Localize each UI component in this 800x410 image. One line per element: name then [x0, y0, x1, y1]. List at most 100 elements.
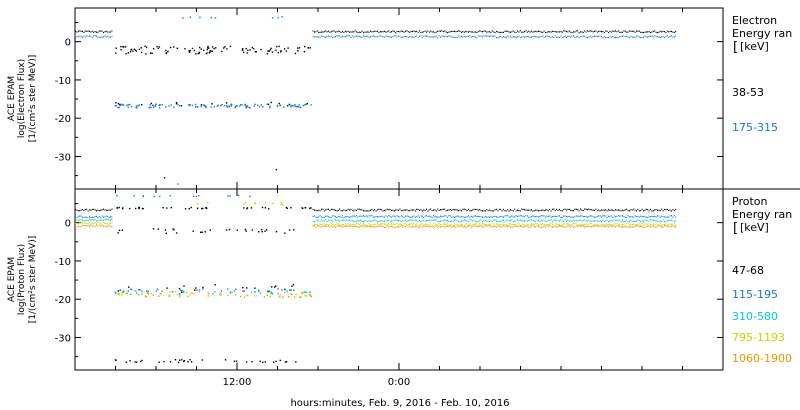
data-point	[111, 226, 113, 228]
data-point	[361, 36, 363, 38]
data-point	[602, 215, 604, 217]
data-point	[130, 49, 132, 51]
data-point	[575, 36, 577, 38]
data-point	[547, 36, 549, 38]
data-point	[100, 223, 102, 225]
data-point	[465, 209, 467, 211]
legend-entry: 47-68	[732, 264, 764, 277]
data-point	[179, 294, 181, 296]
data-point	[76, 209, 78, 211]
data-point	[553, 208, 555, 210]
data-point	[575, 220, 577, 222]
data-point	[114, 359, 117, 361]
data-point	[316, 210, 318, 212]
data-point	[297, 50, 299, 52]
data-point	[116, 206, 119, 209]
data-point	[472, 220, 474, 222]
data-point	[490, 210, 492, 212]
data-point	[271, 17, 274, 19]
data-point	[594, 209, 595, 211]
data-point	[121, 292, 123, 294]
data-point	[484, 210, 486, 212]
data-point	[496, 216, 497, 218]
data-point	[650, 219, 651, 221]
data-point	[643, 210, 644, 212]
data-point	[389, 226, 391, 228]
y-tick-label: -10	[55, 76, 71, 87]
y-tick-label: -30	[55, 152, 71, 163]
data-point	[414, 210, 416, 212]
data-point	[270, 292, 272, 295]
data-point	[578, 225, 580, 227]
data-point	[578, 219, 580, 222]
data-point	[374, 209, 376, 211]
data-point	[392, 35, 394, 37]
data-point	[83, 222, 85, 224]
data-point	[643, 36, 644, 38]
data-point	[489, 36, 490, 38]
data-point	[293, 296, 296, 298]
data-point	[617, 209, 619, 211]
data-point	[254, 103, 256, 105]
data-point	[392, 209, 394, 211]
data-point	[633, 216, 635, 219]
data-point	[343, 36, 345, 38]
data-point	[94, 226, 96, 228]
data-point	[664, 224, 665, 226]
data-point	[521, 224, 523, 226]
data-point	[512, 223, 514, 225]
data-point	[626, 35, 628, 37]
data-point	[163, 360, 165, 363]
data-point	[529, 224, 531, 226]
data-point	[388, 30, 390, 32]
data-point	[312, 216, 314, 218]
data-point	[601, 30, 602, 33]
data-point	[557, 31, 559, 33]
data-point	[398, 35, 399, 37]
data-point	[356, 209, 357, 212]
proton-data-points	[75, 194, 677, 364]
data-point	[189, 359, 191, 361]
data-point	[273, 361, 275, 363]
data-point	[452, 208, 454, 211]
data-point	[326, 31, 328, 33]
data-point	[603, 225, 605, 228]
data-point	[529, 226, 531, 228]
data-point	[378, 35, 380, 37]
data-point	[245, 361, 248, 363]
data-point	[385, 209, 387, 211]
data-point	[347, 223, 349, 225]
data-point	[412, 36, 413, 38]
data-point	[454, 226, 455, 228]
data-point	[609, 216, 611, 218]
data-point	[469, 35, 471, 37]
data-point	[89, 209, 90, 211]
data-point	[494, 209, 496, 211]
data-point	[377, 36, 378, 38]
data-point	[118, 229, 121, 232]
data-point	[368, 31, 370, 33]
data-point	[393, 226, 395, 228]
data-point	[165, 232, 167, 234]
data-point	[391, 216, 392, 218]
data-point	[135, 291, 138, 293]
data-point	[277, 292, 279, 295]
data-point	[556, 208, 558, 210]
data-point	[473, 223, 475, 225]
data-point	[172, 228, 174, 230]
data-point	[630, 226, 632, 228]
data-point	[545, 209, 546, 211]
data-point	[107, 225, 109, 227]
data-point	[305, 295, 308, 297]
data-point	[571, 35, 573, 37]
data-point	[294, 105, 296, 107]
data-point	[671, 35, 672, 37]
data-point	[535, 223, 537, 225]
data-point	[276, 45, 278, 48]
data-point	[402, 224, 404, 227]
data-point	[435, 216, 437, 218]
data-point	[550, 219, 552, 221]
data-point	[633, 36, 635, 38]
data-point	[399, 226, 401, 228]
data-point	[658, 209, 660, 211]
